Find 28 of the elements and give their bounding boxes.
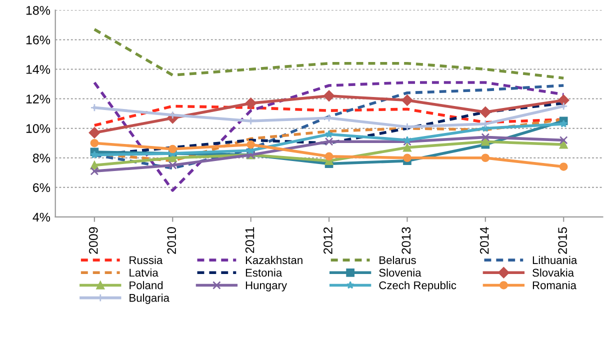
legend-label: Czech Republic bbox=[379, 281, 456, 292]
y-tick-label: 12% bbox=[26, 94, 50, 104]
legend-label: Hungary bbox=[246, 281, 288, 292]
y-tick-label: 6% bbox=[33, 183, 50, 192]
legend-label: Estonia bbox=[246, 268, 282, 277]
legend-label: Russia bbox=[130, 256, 163, 264]
y-tick-label: 18% bbox=[26, 6, 50, 15]
legend-label: Romania bbox=[532, 281, 576, 290]
x-tick-label: 2014 bbox=[480, 227, 489, 254]
y-tick-label: 4% bbox=[32, 212, 50, 222]
x-tick-label: 2013 bbox=[402, 227, 411, 254]
y-tick-label: 14% bbox=[26, 65, 50, 74]
x-tick-label: 2011 bbox=[245, 227, 254, 253]
legend-label: Slovakia bbox=[532, 268, 574, 277]
legend-label: Bulgaria bbox=[130, 294, 170, 304]
y-tick-label: 8% bbox=[32, 154, 50, 163]
x-tick-label: 2010 bbox=[167, 227, 176, 254]
y-tick-label: 16% bbox=[26, 36, 50, 44]
legend-label: Belarus bbox=[380, 256, 416, 264]
legend-label: Poland bbox=[130, 281, 163, 290]
y-tick-label: 10% bbox=[26, 124, 50, 133]
x-tick-label: 2009 bbox=[88, 227, 98, 254]
x-tick-label: 2015 bbox=[558, 227, 567, 254]
legend-label: Lithuania bbox=[532, 256, 578, 264]
legend-label: Slovenia bbox=[379, 268, 422, 277]
legend-label: Latvia bbox=[130, 268, 158, 277]
legend-label: Kazakhstan bbox=[246, 256, 302, 264]
x-tick-label: 2012 bbox=[324, 227, 332, 254]
